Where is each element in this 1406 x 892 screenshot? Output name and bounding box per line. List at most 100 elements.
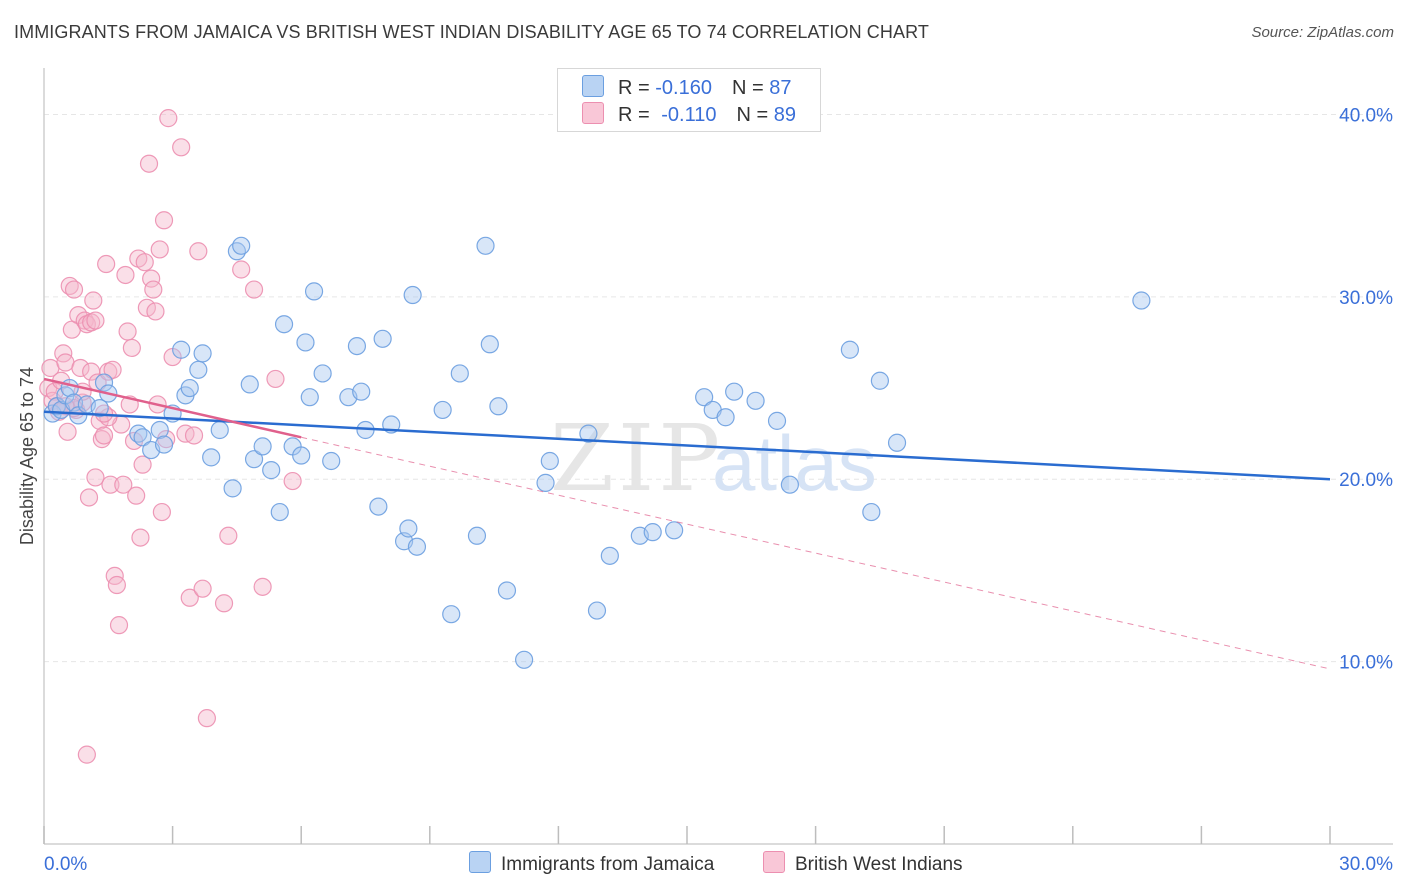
data-point xyxy=(489,397,508,416)
data-point xyxy=(665,521,684,540)
data-point xyxy=(172,138,191,157)
legend-swatch-blue xyxy=(469,851,491,873)
data-point xyxy=(403,285,422,305)
data-point xyxy=(262,461,281,480)
data-point xyxy=(139,154,159,173)
data-point xyxy=(244,450,264,469)
data-point xyxy=(540,451,559,471)
y-tick-label: 20.0% xyxy=(1339,470,1393,491)
data-point xyxy=(193,579,212,598)
legend-swatch-blue xyxy=(582,75,604,97)
data-point xyxy=(373,329,392,348)
data-point xyxy=(322,451,341,471)
data-point xyxy=(399,519,418,538)
data-point xyxy=(214,594,234,613)
data-point xyxy=(232,260,251,279)
data-point xyxy=(77,745,96,764)
data-point xyxy=(587,601,607,620)
data-point xyxy=(142,269,161,288)
legend-r-value: -0.160 xyxy=(655,77,712,99)
data-point xyxy=(283,471,302,491)
data-point xyxy=(579,424,598,443)
correlation-legend: R = -0.160 N = 87 R = -0.110 N = 89 xyxy=(557,68,821,132)
data-point xyxy=(266,369,285,389)
legend-item-label: British West Indians xyxy=(795,854,963,875)
data-point xyxy=(244,280,264,299)
axes xyxy=(43,68,1393,845)
trend-line-jamaica xyxy=(43,410,1331,481)
y-tick-labels: 10.0% 20.0% 30.0% 40.0% xyxy=(1339,105,1393,673)
data-point xyxy=(369,497,388,516)
data-point xyxy=(64,280,84,299)
data-point xyxy=(433,400,452,420)
watermark-zip: ZIP xyxy=(550,405,724,512)
data-point xyxy=(97,254,116,274)
data-point xyxy=(716,408,735,427)
data-point xyxy=(122,338,141,358)
data-point xyxy=(202,448,221,467)
data-point xyxy=(133,428,152,447)
data-point xyxy=(193,344,212,363)
data-point xyxy=(94,373,114,392)
data-point xyxy=(101,475,120,494)
trend-lines xyxy=(43,377,1331,670)
source-label: Source: ZipAtlas.com xyxy=(1251,24,1394,41)
legend-swatch-pink xyxy=(763,851,785,873)
data-point xyxy=(58,422,77,441)
legend-n-label: N = xyxy=(731,77,770,99)
data-point xyxy=(118,322,137,341)
data-point xyxy=(695,388,714,407)
data-point xyxy=(154,211,174,230)
data-point xyxy=(150,240,169,259)
data-point xyxy=(643,523,662,542)
data-point xyxy=(90,399,109,418)
data-point xyxy=(300,388,319,407)
data-point xyxy=(352,382,371,401)
chart-title: IMMIGRANTS FROM JAMAICA VS BRITISH WEST … xyxy=(14,22,929,42)
data-point xyxy=(1132,291,1151,310)
data-point xyxy=(347,337,367,356)
data-point xyxy=(103,360,122,379)
series-british-west-indians xyxy=(39,109,302,764)
data-point xyxy=(86,468,105,487)
data-point xyxy=(862,502,881,522)
data-point xyxy=(146,302,165,321)
data-point xyxy=(45,382,64,401)
data-point xyxy=(159,109,178,128)
watermark-atlas: atlas xyxy=(712,419,877,507)
data-point xyxy=(197,709,216,728)
data-point xyxy=(442,605,461,624)
y-tick-label: 30.0% xyxy=(1339,288,1393,309)
data-point xyxy=(154,435,174,454)
data-point xyxy=(840,340,859,359)
data-point xyxy=(467,526,487,545)
y-tick-label: 10.0% xyxy=(1339,653,1393,674)
data-point xyxy=(107,575,126,595)
legend-n-value: 89 xyxy=(773,104,796,126)
legend-swatch-pink xyxy=(582,102,604,124)
data-point xyxy=(180,588,199,607)
data-point xyxy=(223,479,242,498)
data-point xyxy=(210,420,229,440)
data-point xyxy=(240,375,259,394)
data-point xyxy=(497,581,517,600)
legend-r-value: -0.110 xyxy=(661,104,717,126)
x-tick-label-max: 30.0% xyxy=(1339,854,1393,875)
trend-line-british-west-indians xyxy=(43,377,302,439)
legend-row-jamaica: R = -0.160 N = 87 xyxy=(582,75,791,100)
data-point xyxy=(94,426,114,445)
data-point xyxy=(152,502,171,522)
y-axis-label: Disability Age 65 to 74 xyxy=(17,367,37,545)
data-point xyxy=(109,616,129,635)
data-point xyxy=(480,335,499,354)
data-point xyxy=(767,411,787,430)
data-point xyxy=(150,420,169,440)
legend-r-label: R = xyxy=(618,104,656,126)
data-point xyxy=(887,433,907,452)
data-point xyxy=(135,253,154,272)
series-legend: Immigrants from Jamaica British West Ind… xyxy=(0,851,1406,881)
data-point xyxy=(296,333,315,352)
data-point xyxy=(274,315,294,334)
y-tick-label: 40.0% xyxy=(1339,105,1393,126)
